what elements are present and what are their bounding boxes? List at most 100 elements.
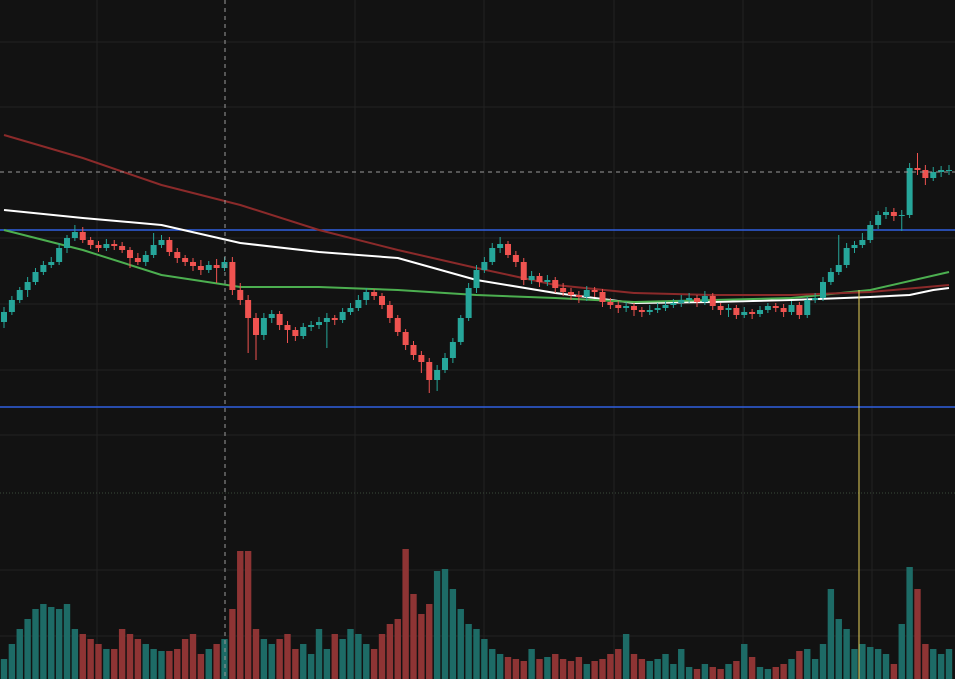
candle-body	[804, 300, 811, 315]
candle-body	[465, 288, 472, 318]
volume-bar	[914, 589, 921, 679]
volume-bar	[103, 649, 110, 679]
candle-body	[560, 288, 567, 292]
candle-body	[79, 232, 86, 240]
candle-body	[410, 345, 417, 355]
volume-bar	[40, 604, 47, 679]
candle-body	[733, 308, 740, 315]
candle-body	[764, 306, 771, 310]
volume-bar	[575, 657, 583, 679]
volume-bar	[756, 667, 764, 679]
candle-body	[812, 298, 819, 300]
candle-body	[796, 305, 803, 315]
candle-body	[190, 262, 196, 266]
volume-bar	[126, 634, 134, 679]
volume-bar	[709, 667, 716, 679]
candle-body	[489, 248, 496, 262]
candle-body	[591, 290, 598, 292]
candle-body	[890, 212, 897, 216]
volume-bar	[118, 629, 126, 679]
volume-bar	[930, 649, 937, 679]
candle-body	[316, 322, 322, 325]
volume-bar	[859, 644, 866, 679]
candle-body	[749, 312, 756, 314]
volume-bar	[559, 659, 567, 679]
volume-bar	[733, 661, 740, 679]
volume-bar	[339, 639, 346, 679]
volume-bar	[268, 644, 275, 679]
volume-bar	[638, 659, 646, 679]
candle-body	[757, 310, 763, 314]
candle-body	[95, 245, 102, 248]
candle-body	[686, 298, 693, 300]
volume-bar	[874, 649, 882, 679]
volume-bar	[197, 654, 205, 679]
volume-bar	[237, 551, 244, 679]
candle-body	[473, 270, 480, 288]
candle-body	[536, 276, 543, 282]
candle-body	[213, 265, 220, 268]
candle-body	[442, 358, 448, 370]
candle-body	[914, 168, 921, 170]
candle-body	[71, 232, 78, 238]
volume-bar	[370, 649, 378, 679]
volume-bar	[276, 639, 283, 679]
volume-bar	[843, 629, 850, 679]
candle-body	[284, 325, 291, 330]
candle-body	[205, 265, 212, 270]
candle-body	[646, 310, 653, 312]
volume-bar	[378, 634, 386, 679]
volume-bar	[402, 549, 409, 679]
volume-bar	[229, 609, 236, 679]
volume-bar	[819, 644, 827, 679]
candle-body	[638, 310, 645, 312]
candle-body	[174, 252, 181, 258]
volume-bar	[748, 657, 756, 679]
candle-body	[339, 312, 346, 320]
candle-body	[371, 292, 378, 296]
candle-body	[670, 303, 677, 305]
candle-body	[859, 240, 866, 245]
volume-bar	[323, 649, 331, 679]
volume-bar	[95, 644, 102, 679]
candle-body	[127, 250, 133, 258]
candle-body	[111, 244, 118, 246]
candle-body	[119, 246, 126, 250]
candle-body	[607, 302, 614, 305]
candle-body	[449, 342, 456, 358]
candle-body	[662, 305, 669, 308]
volume-bar	[764, 669, 772, 679]
candle-body	[575, 295, 582, 297]
candle-body	[497, 244, 504, 248]
volume-bar	[205, 649, 212, 679]
volume-bar	[16, 629, 23, 679]
volume-bar	[489, 649, 496, 679]
volume-bar	[536, 659, 543, 679]
volume-bar	[355, 634, 362, 679]
candle-body	[512, 255, 519, 262]
candle-body	[331, 318, 338, 320]
candle-body	[583, 290, 590, 297]
volume-bar	[331, 634, 338, 679]
candle-body	[166, 240, 173, 252]
candle-body	[717, 306, 724, 310]
volume-bar	[307, 654, 315, 679]
volume-bar	[615, 649, 622, 679]
volume-bar	[63, 604, 71, 679]
candle-body	[780, 308, 787, 312]
volume-bar	[213, 644, 220, 679]
volume-bar	[945, 649, 953, 679]
volume-bar	[300, 644, 307, 679]
volume-bar	[835, 619, 842, 679]
volume-bar	[260, 639, 268, 679]
volume-bar	[394, 619, 401, 679]
price-pane	[0, 134, 955, 408]
candle-body	[253, 318, 259, 335]
volume-bar	[662, 654, 669, 679]
volume-bar	[79, 634, 86, 679]
volume-bar	[701, 664, 709, 679]
candle-body	[528, 276, 535, 280]
volume-bar	[867, 647, 874, 679]
candle-body	[134, 258, 141, 262]
volume-bar	[441, 569, 449, 679]
